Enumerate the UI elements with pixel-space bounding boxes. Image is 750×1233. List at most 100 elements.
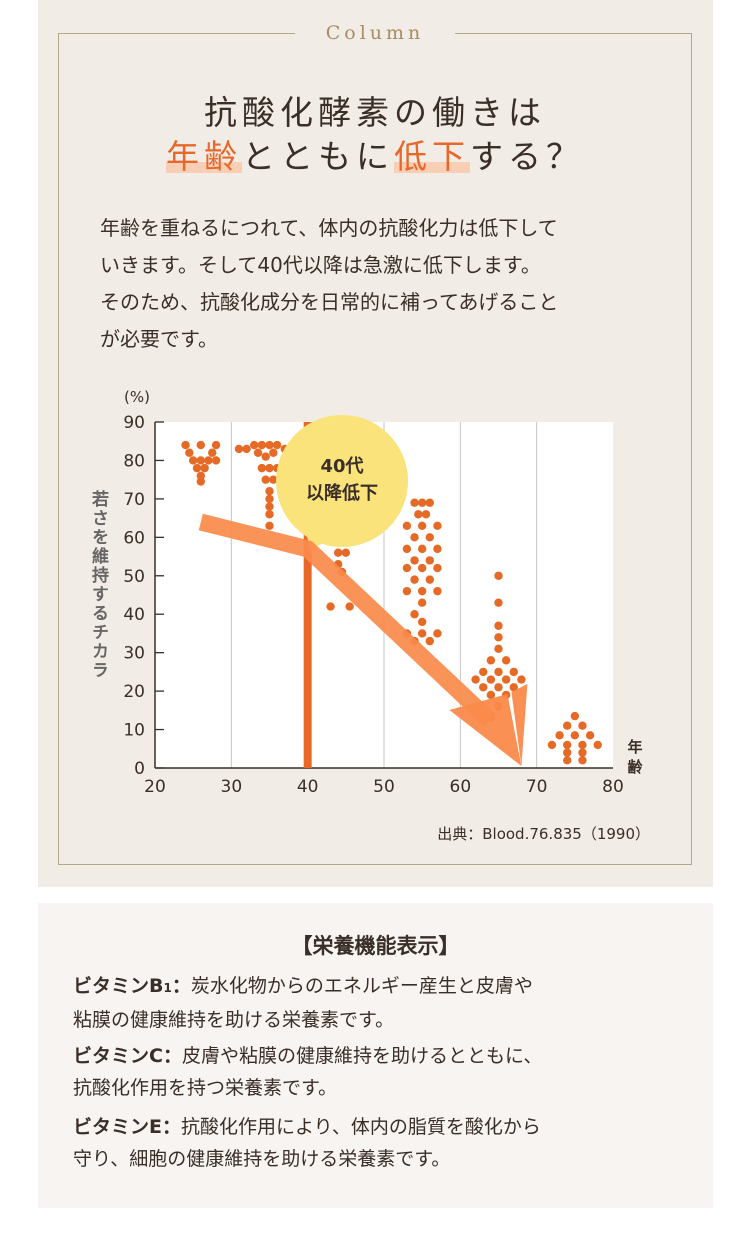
y-tick-label: 0 bbox=[134, 759, 145, 779]
y-axis-label: 若さを維持するチカラ bbox=[88, 489, 110, 680]
data-point bbox=[494, 683, 503, 692]
nutrition-item-vitamin-e: ビタミンE：抗酸化作用により、体内の脂質を酸化から 守り、細胞の健康維持を助ける栄… bbox=[73, 1111, 693, 1175]
nutrition-item-vitamin-c: ビタミンC：皮膚や粘膜の健康維持を助けるとともに、 抗酸化作用を持つ栄養素です。 bbox=[73, 1040, 693, 1104]
data-point bbox=[509, 667, 518, 677]
data-point bbox=[433, 563, 442, 573]
headline-highlight-decline: 低下 bbox=[394, 137, 470, 176]
nutrient-name: ビタミンB bbox=[73, 975, 164, 997]
nutrient-separator: ： bbox=[171, 975, 191, 997]
source-citation: 出典：Blood.76.835（1990） bbox=[437, 825, 650, 843]
data-point bbox=[402, 586, 412, 596]
data-point bbox=[265, 521, 274, 530]
data-point bbox=[402, 563, 412, 573]
data-point bbox=[181, 440, 190, 450]
data-point bbox=[547, 740, 557, 750]
x-tick-label: 20 bbox=[144, 777, 166, 797]
data-point bbox=[257, 463, 267, 473]
data-point bbox=[417, 544, 427, 554]
data-point bbox=[211, 456, 221, 465]
data-point bbox=[410, 533, 419, 542]
data-point bbox=[265, 487, 274, 496]
nutrient-separator: ： bbox=[162, 1045, 182, 1067]
data-point bbox=[555, 731, 564, 740]
headline-highlight-age: 年齢 bbox=[166, 137, 242, 176]
y-tick-label: 80 bbox=[123, 451, 145, 471]
data-point bbox=[425, 498, 434, 507]
nutrient-separator: ： bbox=[161, 1116, 181, 1138]
data-point bbox=[471, 675, 480, 684]
y-tick-label: 90 bbox=[123, 413, 145, 433]
data-point bbox=[494, 633, 503, 642]
data-point bbox=[410, 556, 419, 565]
data-point bbox=[593, 740, 602, 750]
nutrient-desc: 炭水化物からのエネルギー産生と皮膚や bbox=[190, 975, 533, 997]
data-point bbox=[265, 463, 274, 473]
data-point bbox=[494, 598, 503, 607]
column-label: Column bbox=[295, 17, 455, 49]
x-tick-label: 60 bbox=[450, 777, 472, 797]
data-point bbox=[410, 498, 419, 507]
intro-line: 年齢を重ねるにつれて、体内の抗酸化力は低下して bbox=[100, 216, 558, 240]
data-point bbox=[425, 556, 434, 565]
intro-line: そのため、抗酸化成分を日常的に補ってあげること bbox=[100, 290, 559, 314]
intro-line: が必要です。 bbox=[100, 327, 218, 351]
nutrient-name: ビタミンE bbox=[73, 1116, 162, 1138]
headline-line-1: 抗酸化酵素の働きは bbox=[204, 93, 546, 132]
x-tick-label: 80 bbox=[602, 777, 624, 797]
data-point bbox=[188, 456, 198, 465]
data-point bbox=[486, 656, 496, 665]
nutrient-subscript: 1 bbox=[163, 981, 172, 995]
data-point bbox=[417, 598, 427, 607]
data-point bbox=[479, 667, 488, 677]
data-point bbox=[204, 456, 213, 465]
data-point bbox=[494, 644, 503, 654]
data-point bbox=[272, 440, 282, 450]
data-point bbox=[265, 494, 274, 504]
data-point bbox=[486, 675, 496, 684]
y-tick-label: 70 bbox=[123, 490, 145, 510]
data-point bbox=[585, 731, 595, 740]
data-point bbox=[425, 533, 434, 542]
data-point bbox=[479, 683, 488, 692]
annotation-bubble bbox=[276, 415, 409, 547]
data-point bbox=[570, 731, 580, 740]
trend-arrow-head bbox=[511, 684, 528, 766]
trend-arrow-head bbox=[449, 694, 522, 766]
data-point bbox=[563, 740, 572, 750]
data-point bbox=[578, 748, 587, 757]
data-point bbox=[417, 629, 427, 638]
x-tick-label: 50 bbox=[373, 777, 395, 797]
nutrition-item-vitamin-b1: ビタミンB1：炭水化物からのエネルギー産生と皮膚や粘膜の健康維持を助ける栄養素で… bbox=[73, 970, 693, 1036]
age-40-marker-line bbox=[303, 422, 312, 768]
data-point bbox=[425, 575, 434, 584]
headline-end: する？ bbox=[470, 137, 584, 176]
data-point bbox=[234, 444, 244, 454]
annotation-text: 40代 bbox=[320, 456, 363, 477]
data-point bbox=[200, 463, 209, 473]
data-point bbox=[417, 563, 427, 573]
data-point bbox=[425, 636, 434, 646]
data-point bbox=[326, 602, 335, 611]
data-point bbox=[570, 711, 580, 721]
nutrient-desc: 粘膜の健康維持を助ける栄養素です。 bbox=[73, 1009, 395, 1031]
data-point bbox=[578, 721, 587, 730]
x-tick-label: 30 bbox=[221, 777, 243, 797]
x-axis-label: 齢 bbox=[627, 758, 643, 776]
y-tick-label: 10 bbox=[123, 721, 145, 741]
data-point bbox=[185, 448, 194, 457]
data-point bbox=[509, 683, 518, 692]
data-point bbox=[192, 463, 202, 473]
data-point bbox=[563, 756, 572, 765]
data-point bbox=[433, 521, 442, 530]
annotation-text: 以降低下 bbox=[306, 482, 378, 504]
data-point bbox=[265, 502, 274, 511]
data-point bbox=[196, 477, 205, 486]
data-point bbox=[417, 498, 427, 507]
data-point bbox=[417, 586, 427, 596]
nutrient-desc: 守り、細胞の健康維持を助ける栄養素です。 bbox=[73, 1148, 451, 1170]
data-point bbox=[265, 440, 274, 450]
data-point bbox=[433, 544, 442, 554]
data-point bbox=[494, 667, 503, 677]
nutrient-desc: 皮膚や粘膜の健康維持を助けるとともに、 bbox=[181, 1045, 543, 1067]
y-tick-label: 40 bbox=[123, 605, 145, 625]
